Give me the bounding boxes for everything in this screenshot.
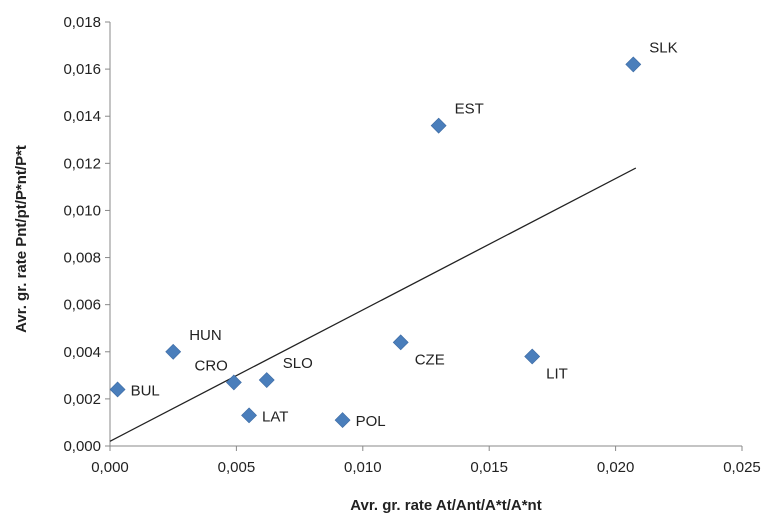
trendline [109, 167, 637, 442]
point-label-slk: SLK [649, 39, 677, 56]
point-label-lit: LIT [546, 365, 568, 382]
x-tick-label: 0,005 [218, 459, 256, 476]
y-axis-title: Avr. gr. rate Pnt/pt/P*nt/P*t [13, 145, 30, 333]
x-tick-label: 0,020 [597, 459, 635, 476]
y-tick-label: 0,004 [63, 344, 101, 361]
point-label-pol: POL [356, 413, 386, 430]
y-tick-label: 0,018 [63, 14, 101, 31]
x-tick-label: 0,015 [470, 459, 508, 476]
point-label-slo: SLO [283, 355, 313, 372]
point-label-lat: LAT [262, 408, 288, 425]
trendline-group [109, 167, 637, 442]
point-lat [241, 407, 257, 424]
x-axis-title: Avr. gr. rate At/Ant/A*t/A*nt [350, 497, 541, 514]
data-points: BUL HUN CRO SLO LAT POL CZE LIT EST SLK [109, 39, 678, 430]
y-tick-label: 0,002 [63, 391, 101, 408]
y-tick-label: 0,012 [63, 155, 101, 172]
y-tick-label: 0,000 [63, 438, 101, 455]
point-hun [165, 343, 182, 360]
point-label-hun: HUN [189, 327, 222, 344]
point-pol [334, 412, 351, 429]
point-bul [109, 381, 126, 398]
x-tick-label: 0,000 [91, 459, 129, 476]
y-tick-label: 0,006 [63, 297, 101, 314]
point-label-cze: CZE [415, 351, 445, 368]
point-label-bul: BUL [131, 382, 160, 399]
y-tick-label: 0,016 [63, 61, 101, 78]
y-tick-label: 0,008 [63, 250, 101, 267]
x-tick-label: 0,010 [344, 459, 382, 476]
point-lit [524, 348, 541, 365]
point-cze [392, 334, 409, 351]
point-est [430, 117, 447, 134]
y-tick-label: 0,010 [63, 202, 101, 219]
point-slo [258, 372, 275, 388]
point-slk [625, 56, 642, 73]
axes: 0,000 0,002 0,004 0,006 0,008 0,010 0,012 0,014… [63, 14, 760, 476]
axis-titles: Avr. gr. rate At/Ant/A*t/A*nt Avr. gr. r… [13, 145, 542, 514]
point-label-cro: CRO [195, 357, 228, 374]
x-tick-label: 0,025 [723, 459, 761, 476]
point-cro [225, 374, 242, 391]
y-tick-label: 0,014 [63, 108, 101, 125]
point-label-est: EST [455, 101, 484, 118]
